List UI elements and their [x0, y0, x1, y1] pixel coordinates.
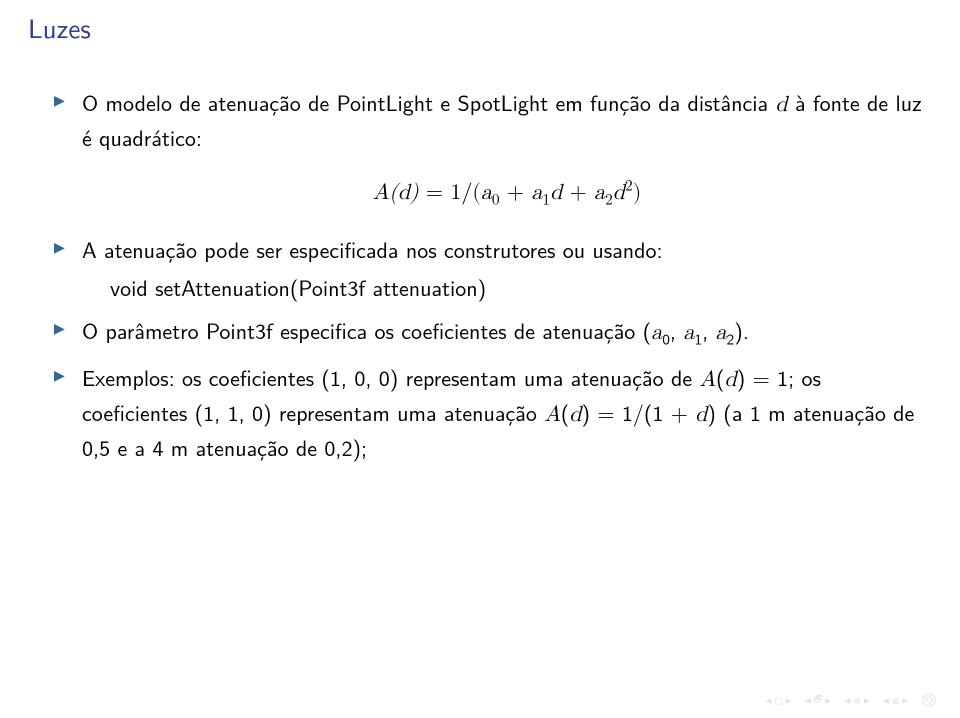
nav-next-sub1-icon[interactable]: ▸ — [864, 692, 870, 708]
formula-close: ) — [633, 182, 642, 204]
nav-prev-slide-icon[interactable]: ◂ — [766, 692, 772, 708]
formula-A: A — [373, 182, 390, 204]
nav-sub-group-1[interactable]: ◂ ≡ ▸ — [845, 692, 870, 708]
bullet-1: O modelo de atenuação de PointLight e Sp… — [54, 87, 932, 210]
b3-s1: 1 — [694, 327, 702, 350]
bullet-4: Exemplos: os coeficientes (1, 0, 0) repr… — [54, 362, 932, 464]
bullet-1-text-a: O modelo de atenuação de PointLight e Sp… — [82, 86, 775, 118]
bullet-1-d: d — [775, 94, 787, 116]
nav-slide-icon: □ — [774, 694, 783, 707]
formula-a1: a — [531, 182, 542, 204]
b3-c1: , — [670, 314, 683, 346]
nav-sub1-icon: ≡ — [853, 694, 861, 707]
nav-sub-group-2[interactable]: ◂ ≣ ▸ — [883, 692, 908, 708]
nav-frame-icon: 🗗 — [814, 692, 822, 708]
sub-1: 1 — [542, 192, 550, 207]
bullet-4-text-c: = 1/(1 + — [590, 396, 695, 428]
formula-eq: = 1/( — [419, 182, 481, 204]
b4-d2: d — [569, 404, 581, 426]
sup-2: 2 — [625, 178, 633, 193]
nav-sub2-icon: ≣ — [892, 694, 900, 707]
bullet-2-text: A atenuação pode ser especificada nos co… — [82, 233, 663, 265]
slide-content: O modelo de atenuação de PointLight e Sp… — [28, 87, 932, 464]
formula-d: d — [398, 182, 410, 204]
nav-next-sub2-icon[interactable]: ▸ — [902, 692, 908, 708]
nav-frame-group[interactable]: ◂ 🗗 ▸ — [805, 692, 831, 708]
b4-A1: A — [699, 369, 716, 391]
nav-prev-frame-icon[interactable]: ◂ — [805, 692, 811, 708]
b3-s0: 0 — [662, 327, 670, 350]
sub-2: 2 — [605, 192, 613, 207]
sub-0: 0 — [492, 192, 500, 207]
formula-d2: d — [613, 182, 625, 204]
bullet-3-text: O parâmetro Point3f especifica os coefic… — [82, 314, 651, 346]
formula: A(d) = 1/(a0 + a1d + a2d2) — [82, 178, 932, 210]
b3-c2: , — [702, 314, 715, 346]
slide-title: Luzes — [28, 8, 932, 47]
formula-d1: d — [550, 182, 562, 204]
nav-next-frame-icon[interactable]: ▸ — [825, 692, 831, 708]
bullet-2-sub: void setAttenuation(Point3f attenuation) — [82, 272, 932, 304]
nav-back-icon[interactable] — [922, 693, 936, 707]
nav-prev-sub2-icon[interactable]: ◂ — [883, 692, 889, 708]
b3-close: ). — [734, 314, 749, 346]
bullet-2: A atenuação pode ser especificada nos co… — [54, 234, 932, 304]
nav-prev-sub1-icon[interactable]: ◂ — [845, 692, 851, 708]
b3-a2: a — [716, 322, 727, 344]
formula-plus1: + — [500, 182, 532, 204]
nav-slide-group[interactable]: ◂ □ ▸ — [766, 692, 792, 708]
formula-a0: a — [481, 182, 492, 204]
b3-a0: a — [651, 322, 662, 344]
b4-d3: d — [695, 404, 707, 426]
bullet-3: O parâmetro Point3f especifica os coefic… — [54, 315, 932, 350]
formula-a2: a — [594, 182, 605, 204]
b3-a1: a — [683, 322, 694, 344]
b4-d1: d — [725, 369, 737, 391]
nav-bar: ◂ □ ▸ ◂ 🗗 ▸ ◂ ≡ ▸ ◂ ≣ ▸ — [766, 692, 936, 708]
b4-A2: A — [544, 404, 561, 426]
bullet-4-text-a: Exemplos: os coeficientes (1, 0, 0) repr… — [82, 361, 699, 393]
nav-next-slide-icon[interactable]: ▸ — [786, 692, 792, 708]
formula-plus2: + — [562, 182, 594, 204]
